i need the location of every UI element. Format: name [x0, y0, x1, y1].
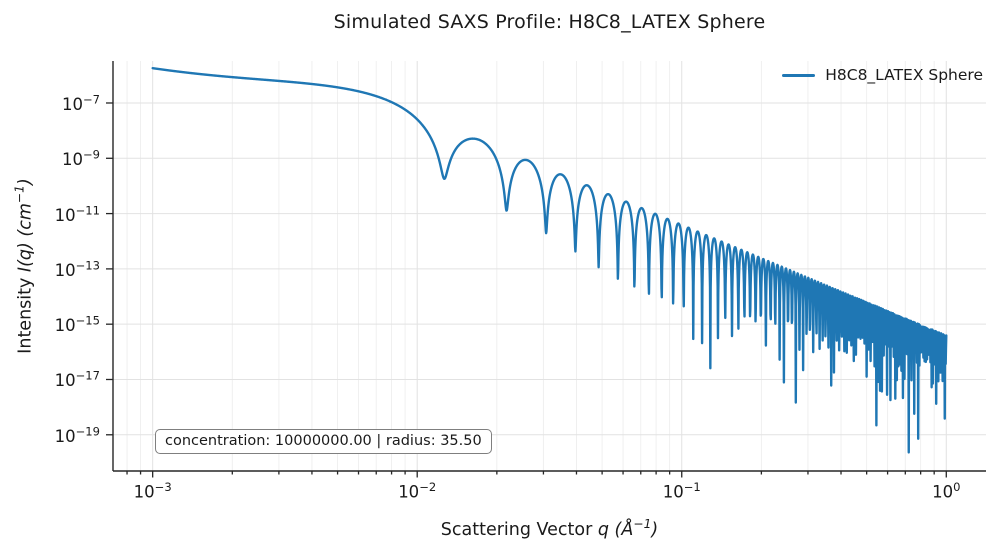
y-axis-unit-exponent: −1	[12, 185, 27, 204]
y-axis-label: Intensity I(q) (cm−1)	[13, 178, 36, 354]
y-tick-label: 10−15	[54, 313, 100, 335]
legend-line-swatch-icon	[782, 73, 816, 77]
legend: H8C8_LATEX Sphere	[782, 66, 983, 84]
y-tick-label: 10−17	[54, 368, 100, 391]
x-axis-unit: (Å	[608, 519, 634, 540]
chart-title: Simulated SAXS Profile: H8C8_LATEX Spher…	[333, 11, 766, 33]
x-tick-label: 10−1	[662, 480, 701, 502]
y-axis-unit: (cm	[15, 203, 36, 243]
y-axis-symbol: I(q)	[15, 242, 36, 273]
y-tick-label: 10−7	[61, 92, 100, 114]
x-tick-label: 10−3	[133, 480, 172, 502]
y-tick-label: 10−9	[61, 147, 100, 170]
y-tick-label: 10−19	[54, 424, 100, 446]
y-tick-label: 10−13	[54, 258, 100, 280]
annotation-box: concentration: 10000000.00 | radius: 35.…	[155, 429, 492, 454]
y-axis-label-text: Intensity	[15, 272, 36, 354]
x-axis-label-text: Scattering Vector	[440, 519, 598, 540]
x-axis-unit-exponent: −1	[633, 517, 652, 531]
x-tick-label: 10−2	[398, 480, 437, 502]
annotation-text: concentration: 10000000.00 | radius: 35.…	[165, 433, 482, 449]
x-axis-symbol: q	[597, 519, 609, 540]
x-axis-unit-close: )	[651, 519, 659, 540]
y-tick-label: 10−11	[54, 202, 100, 225]
x-tick-label: 100	[932, 480, 961, 502]
legend-series-label: H8C8_LATEX Sphere	[825, 66, 983, 84]
y-axis-unit-close: )	[15, 178, 36, 186]
x-axis-label: Scattering Vector q (Å−1)	[113, 517, 986, 540]
